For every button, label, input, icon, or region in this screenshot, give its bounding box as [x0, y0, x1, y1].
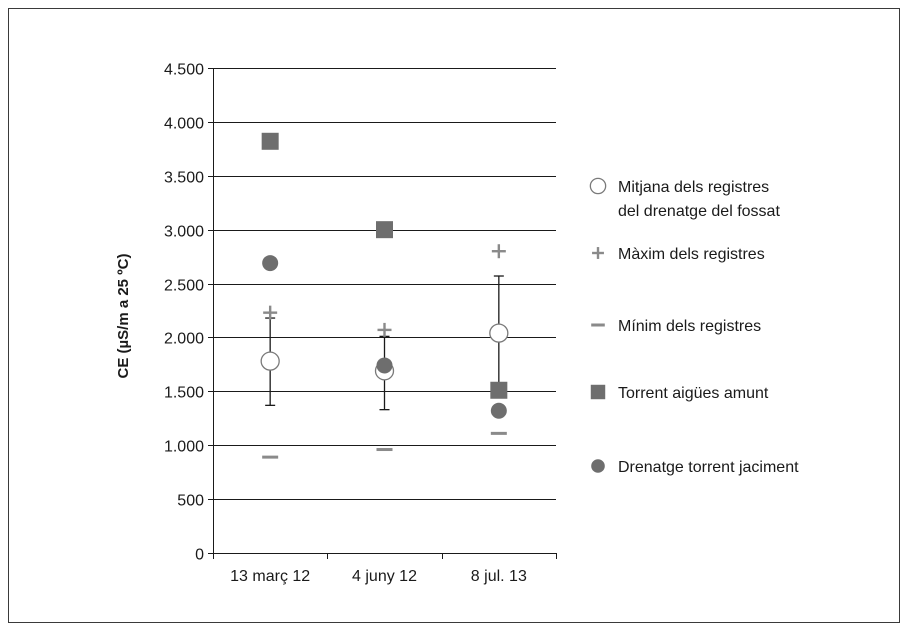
legend-marker-torrent	[590, 384, 606, 400]
point-drenatge	[490, 402, 507, 419]
series-maxim	[263, 244, 506, 337]
chart-frame	[8, 8, 900, 623]
point-torrent	[490, 381, 508, 399]
legend: Mitjana dels registres del drenatge del f…	[589, 177, 799, 476]
legend-item-mitjana: Mitjana dels registres del drenatge del f…	[589, 177, 780, 220]
point-drenatge	[262, 255, 279, 272]
legend-label: Torrent aigües amunt	[618, 385, 769, 402]
point-torrent	[261, 132, 279, 150]
x-tick-label: 13 març 12	[230, 568, 310, 585]
point-maxim	[263, 305, 278, 320]
series-drenatge	[262, 255, 507, 419]
point-maxim	[377, 322, 392, 337]
legend-item-minim: Mínim dels registres	[591, 318, 761, 335]
x-tick-label: 8 jul. 13	[471, 568, 527, 585]
y-tick-label: 1.500	[164, 385, 204, 402]
y-tick-label: 2.500	[164, 278, 204, 295]
y-tick-label: 3.000	[164, 224, 204, 241]
legend-label: Mínim dels registres	[618, 318, 761, 335]
series-minim	[262, 431, 507, 459]
legend-label: Màxim dels registres	[618, 246, 765, 263]
error-bars	[265, 275, 504, 411]
legend-marker-mitjana	[589, 177, 607, 195]
legend-marker-maxim	[592, 247, 604, 259]
y-tick-label: 1.000	[164, 439, 204, 456]
legend-item-torrent: Torrent aigües amunt	[590, 384, 769, 402]
legend-marker-drenatge	[591, 459, 605, 473]
y-tick-label: 4.000	[164, 116, 204, 133]
y-tick-label: 3.500	[164, 170, 204, 187]
y-axis-label: CE (µS/m a 25 ºC)	[115, 254, 132, 379]
y-tick-label: 4.500	[164, 62, 204, 79]
marks-layer	[260, 132, 509, 459]
y-tick-label: 0	[195, 547, 204, 564]
series-torrent	[261, 132, 508, 399]
legend-label: Drenatge torrent jaciment	[618, 459, 799, 476]
legend-item-maxim: Màxim dels registres	[592, 246, 765, 263]
axis-layer: 0 500 1.000 1.500 2.000 2.500 3.000 3.500 4.000 4…	[164, 62, 557, 585]
y-tick-label: 2.000	[164, 331, 204, 348]
legend-item-drenatge: Drenatge torrent jaciment	[591, 459, 799, 476]
point-mitjana	[260, 351, 280, 371]
y-tick-label: 500	[177, 493, 204, 510]
x-tick-label: 4 juny 12	[352, 568, 417, 585]
point-maxim	[491, 244, 506, 259]
point-mitjana	[489, 323, 509, 343]
legend-label: del drenatge del fossat	[618, 203, 780, 220]
point-drenatge	[376, 357, 393, 374]
legend-label: Mitjana dels registres	[618, 179, 769, 196]
point-torrent	[376, 221, 393, 239]
